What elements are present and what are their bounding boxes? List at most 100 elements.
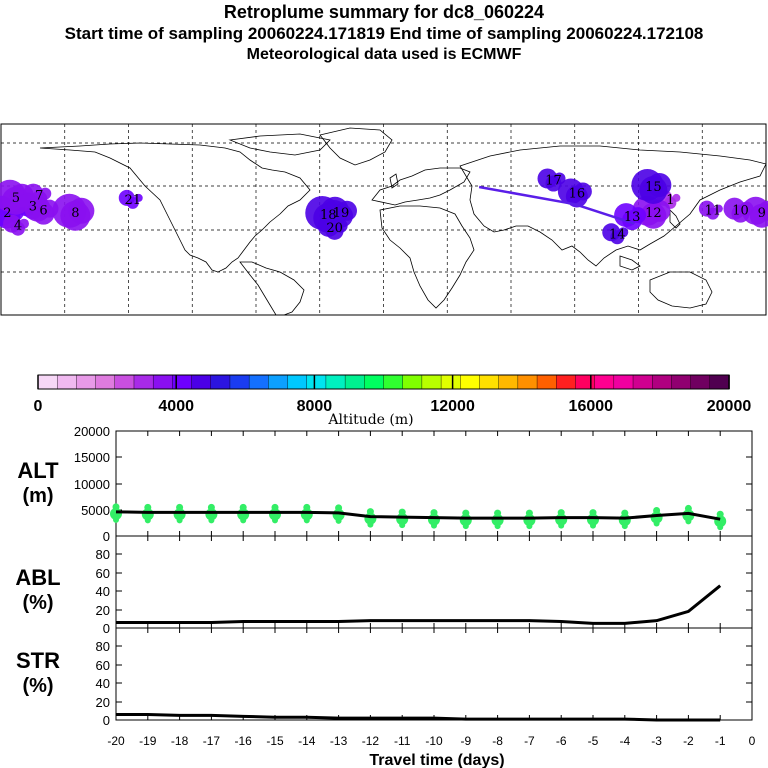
panel-frame [115,627,753,721]
series-line-str [116,712,721,722]
alt-marker [494,523,501,530]
y-tick-label: 40 [96,676,110,691]
panel-unit: (%) [22,675,53,697]
plume-blob [333,218,348,233]
plume-day-label: 2 [3,206,11,221]
x-tick-label: -3 [651,734,662,748]
colorbar-swatch [76,374,97,390]
sampling-time-line: Start time of sampling 20060224.171819 E… [64,24,704,43]
colorbar-swatch [287,374,308,390]
plume-blob [573,182,592,201]
alt-marker [272,517,278,524]
plume-transport-line [478,185,635,225]
x-tick-label: -4 [619,734,630,748]
panel-frame [115,535,753,629]
alt-marker [303,503,311,511]
colorbar-swatch [498,374,519,390]
x-tick-label: -9 [460,734,471,748]
y-tick-label: 60 [96,658,110,673]
x-tick-label: -17 [203,734,221,748]
x-tick-label: -14 [298,734,316,748]
plume-day-label: 19 [333,206,350,221]
panel-label: STR [16,648,60,673]
chart-title: Retroplume summary for dc8_060224 [223,2,545,22]
colorbar-swatch [652,374,673,390]
colorbar-swatch [671,374,692,390]
plume-day-label: 1 [666,193,674,208]
alt-marker [717,524,724,531]
plume-day-label: 11 [705,204,722,219]
alt-marker [207,503,215,511]
colorbar-tick-labels: 0 4000 8000 12000 16000 20000 [34,375,751,415]
colorbar-swatch [440,374,461,390]
alt-marker [494,509,502,517]
y-tick-label: 0 [103,529,110,544]
alt-marker [653,520,660,527]
alt-marker [621,523,628,530]
plume-blob [19,218,29,229]
plume-day-label: 21 [124,193,141,208]
panel-label: ALT [17,458,59,483]
plume-blob [672,193,681,202]
alt-marker [271,503,279,511]
plume-day-label: 17 [545,174,562,189]
altitude-colorbar [37,374,730,390]
y-tick-label: 20 [96,603,110,618]
colorbar-swatch [460,374,481,390]
colorbar-swatch [344,374,366,390]
plume-blob [134,193,143,202]
alt-marker [526,523,533,530]
alt-marker [113,516,119,523]
colorbar-swatch [95,374,116,390]
colorbar-swatch [229,374,250,390]
colorbar-swatch [133,374,154,390]
colorbar-swatch [402,374,423,390]
y-tick-label: 10000 [74,477,110,492]
alt-marker [335,504,343,512]
colorbar-swatch [709,374,730,390]
plume-day-label: 6 [39,204,47,219]
panel-unit: (m) [22,485,53,507]
alt-marker [653,507,661,515]
alt-marker [335,517,342,524]
x-tick-label: -1 [715,734,726,748]
plume-day-label: 16 [569,186,586,201]
colorbar-swatch [594,374,615,390]
colorbar-tick-label: 0 [34,398,43,415]
alt-marker [144,517,151,524]
plume-day-label: 15 [645,180,662,195]
colorbar-tick-label: 8000 [297,398,333,415]
plume-day-label: 10 [732,204,749,219]
colorbar-tick-label: 4000 [158,398,194,415]
alt-marker [303,517,310,524]
x-axis-tick-labels: -20 -19 -18 -17 -16 -15 -14 -13 -12 -11 -10 -9 -8 -7-… [107,734,755,748]
plume-blob [68,197,95,224]
x-tick-label: -2 [683,734,694,748]
plume-blob [714,204,723,213]
plume-day-label: 12 [645,206,662,221]
colorbar-swatch [191,374,212,390]
alt-marker [398,508,406,516]
y-tick-label: 80 [96,547,110,562]
colorbar-swatch [56,374,78,390]
alt-marker [367,521,374,528]
alt-marker [684,504,692,512]
y-tick-label: 15000 [74,450,110,465]
colorbar-tick-label: 12000 [430,398,475,415]
plume-blob [739,201,754,216]
colorbar-swatch [268,374,289,390]
alt-marker [590,522,596,529]
alt-marker [144,503,152,511]
plume-day-label: 20 [326,221,343,236]
plume-day-label: 18 [320,208,337,223]
y-tick-label: 0 [103,621,110,636]
x-axis-label: Travel time (days) [369,752,504,768]
colorbar-swatch [479,374,500,390]
alt-marker [558,522,565,529]
y-tick-label: 20000 [74,424,110,439]
x-tick-label: -12 [362,734,380,748]
colorbar-swatch [152,374,174,390]
y-tick-label: 40 [96,584,110,599]
plume-blob [337,200,357,221]
